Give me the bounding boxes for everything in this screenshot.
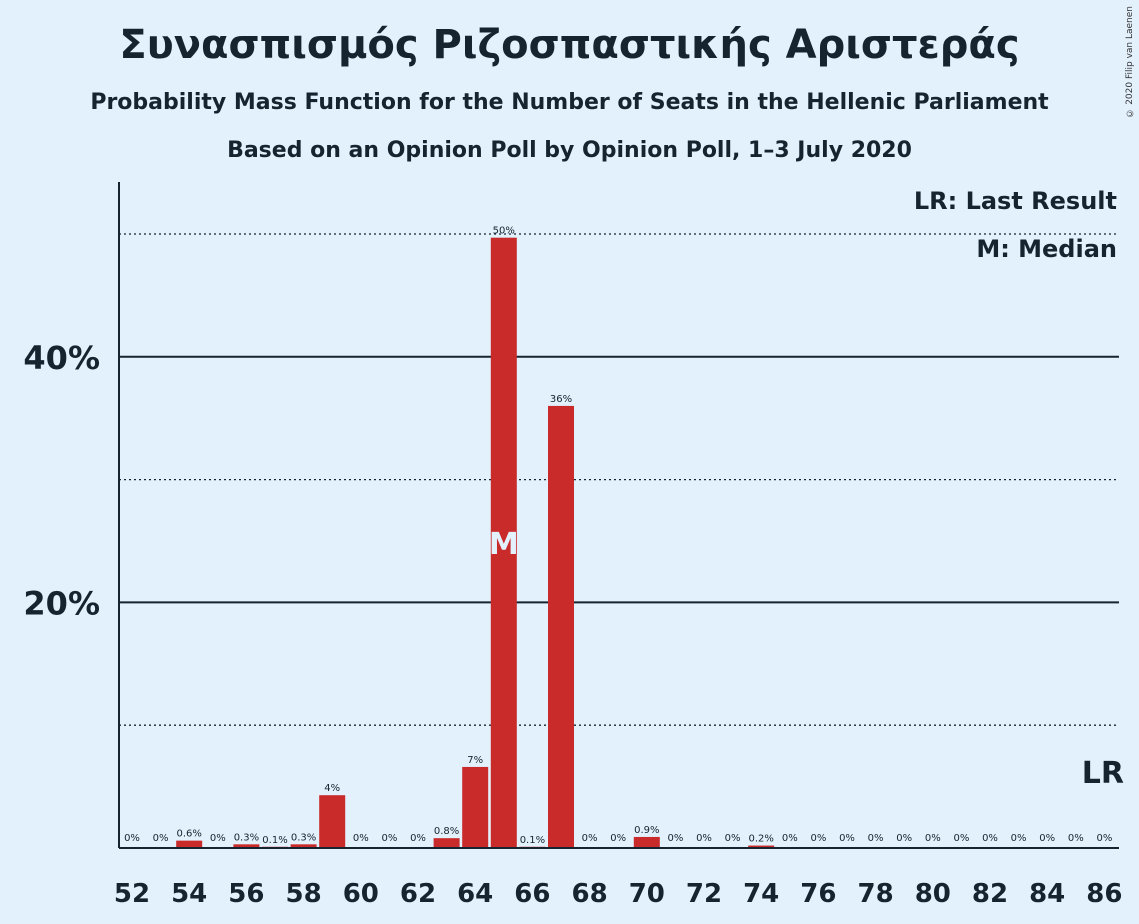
x-tick-label: 54 [171, 879, 207, 909]
data-label-seat-82: 0% [982, 833, 998, 844]
x-tick-label: 84 [1029, 879, 1065, 909]
legend-last-result: LR: Last Result [914, 187, 1117, 215]
bar-seat-67 [548, 405, 574, 848]
chart-subtitle: Probability Mass Function for the Number… [90, 90, 1049, 115]
data-label-seat-84: 0% [1039, 833, 1055, 844]
data-label-seat-80: 0% [925, 833, 941, 844]
data-label-seat-75: 0% [782, 833, 798, 844]
data-labels: 0% 0% 0.6% 0% 0.3% 0.1% 0.3%4%0% 0% 0%0.8%7%50%0… [124, 226, 1124, 846]
bar-seat-58 [290, 844, 317, 848]
data-label-seat-54: 0.6% [176, 829, 201, 840]
x-tick-label: 62 [400, 879, 436, 909]
x-tick-label: 64 [457, 879, 493, 909]
data-label-seat-55: 0% [210, 833, 226, 844]
x-tick-label: 56 [228, 879, 264, 909]
data-label-seat-72: 0% [696, 833, 712, 844]
y-tick-label: 20% [23, 584, 100, 622]
chart-title: Συνασπισμός Ριζοσπαστικής Αριστεράς [119, 22, 1020, 68]
bar-seat-74 [748, 845, 775, 848]
bar-seat-54 [176, 840, 203, 848]
x-tick-label: 80 [915, 879, 951, 909]
x-tick-label: 70 [629, 879, 665, 909]
bar-seat-70 [633, 836, 660, 848]
data-label-seat-53: 0% [153, 833, 169, 844]
x-tick-label: 58 [286, 879, 322, 909]
data-label-seat-64: 7% [467, 755, 483, 766]
data-label-seat-85: 0% [1068, 833, 1084, 844]
data-label-seat-60: 0% [353, 833, 369, 844]
bar-seat-59 [319, 795, 346, 848]
bars [176, 237, 775, 848]
x-tick-label: 78 [858, 879, 894, 909]
data-label-seat-65: 50% [493, 226, 515, 237]
bar-seat-65 [490, 237, 517, 848]
x-tick-label: 68 [572, 879, 608, 909]
data-label-seat-86: 0% [1096, 833, 1112, 844]
data-label-seat-68: 0% [582, 833, 598, 844]
chart-subtitle-poll: Based on an Opinion Poll by Opinion Poll… [227, 138, 912, 163]
axes: 20% 40% 52 54 56 58 60 62 64 66 68 70 72 74 76 78 80 82 84… [23, 182, 1122, 909]
x-tick-label: 66 [514, 879, 550, 909]
data-label-seat-74: 0.2% [748, 834, 773, 845]
data-label-seat-78: 0% [868, 833, 884, 844]
x-tick-label: 76 [800, 879, 836, 909]
data-label-seat-52: 0% [124, 833, 140, 844]
data-label-seat-70: 0.9% [634, 825, 659, 836]
grid-lines [119, 233, 1119, 726]
data-label-seat-62: 0% [410, 833, 426, 844]
data-label-seat-71: 0% [667, 833, 683, 844]
data-label-seat-73: 0% [725, 833, 741, 844]
legend-median: M: Median [976, 235, 1117, 263]
bar-seat-63 [433, 838, 460, 848]
x-tick-label: 86 [1086, 879, 1122, 909]
data-label-seat-76: 0% [810, 833, 826, 844]
data-label-seat-83: 0% [1011, 833, 1027, 844]
data-label-seat-56: 0.3% [234, 832, 259, 843]
median-marker: M [489, 527, 519, 562]
data-label-seat-79: 0% [896, 833, 912, 844]
data-label-seat-81: 0% [953, 833, 969, 844]
data-label-seat-67: 36% [550, 394, 572, 405]
x-tick-label: 72 [686, 879, 722, 909]
data-label-seat-66: 0.1% [520, 835, 545, 846]
y-tick-label: 40% [23, 339, 100, 377]
x-tick-label: 60 [343, 879, 379, 909]
bar-seat-56 [233, 844, 260, 848]
x-tick-label: 82 [972, 879, 1008, 909]
x-tick-label: 74 [743, 879, 779, 909]
data-label-seat-59: 4% [324, 783, 340, 794]
data-label-seat-61: 0% [381, 833, 397, 844]
x-tick-label: 52 [114, 879, 150, 909]
bar-seat-64 [462, 766, 489, 848]
data-label-seat-77: 0% [839, 833, 855, 844]
data-label-seat-63: 0.8% [434, 826, 459, 837]
data-label-seat-57: 0.1% [262, 835, 287, 846]
data-label-seat-58: 0.3% [291, 832, 316, 843]
last-result-marker: LR [1082, 756, 1124, 791]
data-label-seat-69: 0% [610, 833, 626, 844]
